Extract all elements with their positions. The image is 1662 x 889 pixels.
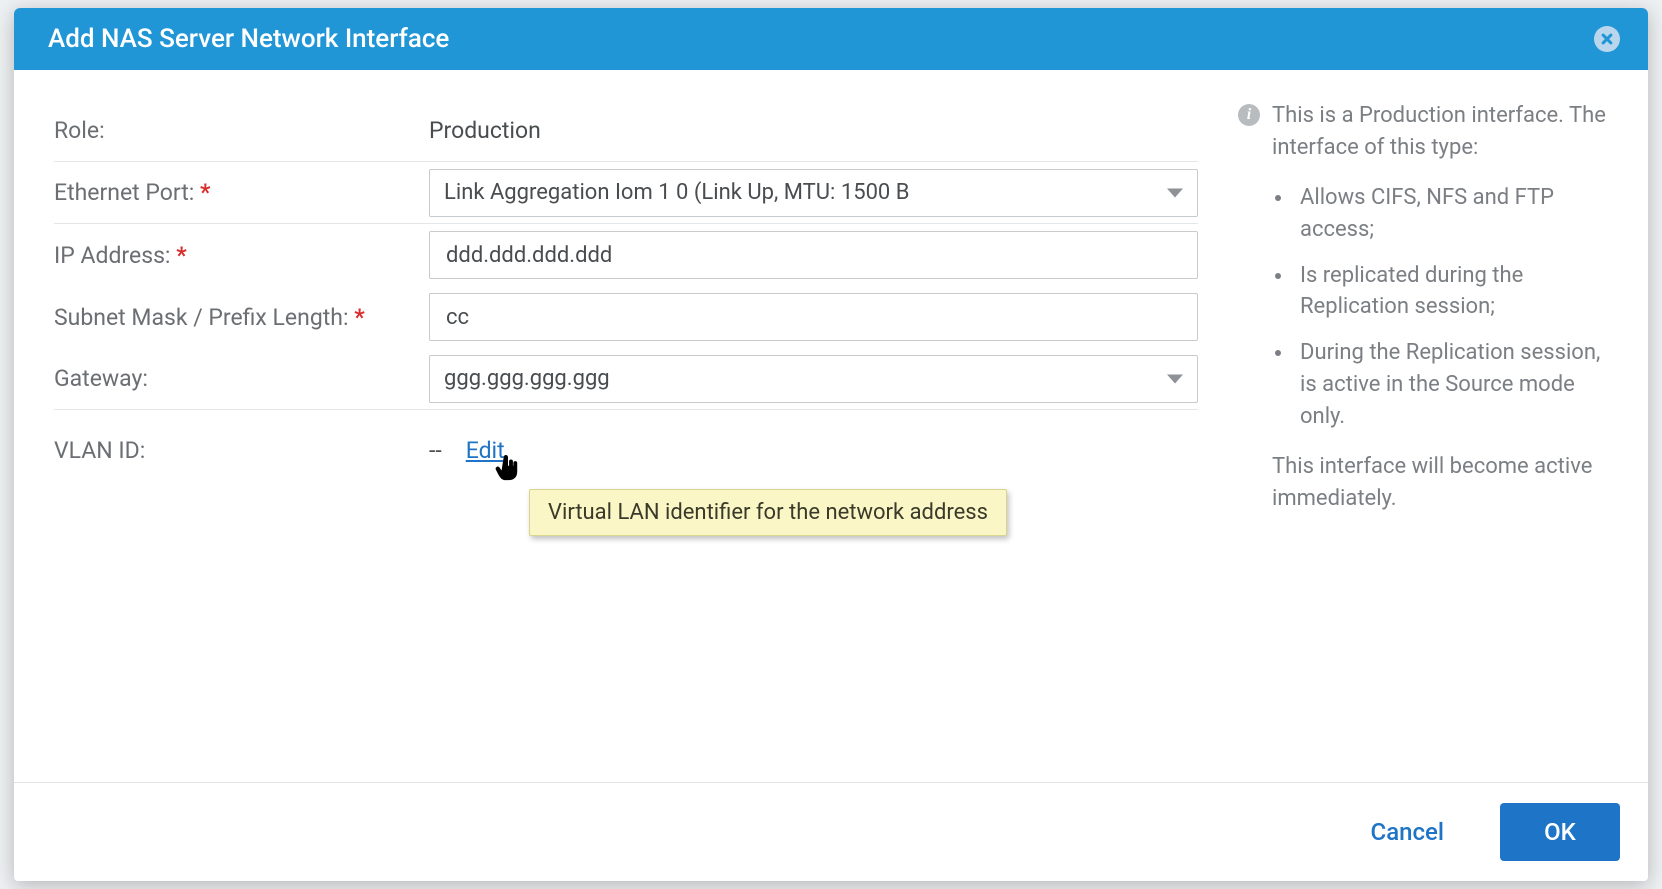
label-vlan: VLAN ID: xyxy=(54,437,429,464)
row-ethernet-port: Ethernet Port: * Link Aggregation Iom 1 … xyxy=(54,162,1198,224)
row-subnet: Subnet Mask / Prefix Length: * xyxy=(54,286,1198,348)
row-ip-address: IP Address: * xyxy=(54,224,1198,286)
row-gateway: Gateway: ggg.ggg.ggg.ggg xyxy=(54,348,1198,410)
row-role: Role: Production xyxy=(54,100,1198,162)
vlan-value: -- xyxy=(429,437,442,464)
label-ethernet-port: Ethernet Port: * xyxy=(54,179,429,206)
subnet-input[interactable] xyxy=(444,304,1183,331)
form-area: Role: Production Ethernet Port: * Link A… xyxy=(14,70,1238,782)
dialog-header: Add NAS Server Network Interface xyxy=(14,8,1648,70)
info-top: i This is a Production interface. The in… xyxy=(1238,100,1620,164)
label-subnet: Subnet Mask / Prefix Length: * xyxy=(54,304,429,331)
label-role: Role: xyxy=(54,117,429,144)
vlan-edit-link[interactable]: Edit xyxy=(466,437,505,464)
required-star: * xyxy=(200,179,210,206)
field-ip-address xyxy=(429,225,1198,285)
info-bullets: Allows CIFS, NFS and FTP access; Is repl… xyxy=(1238,182,1620,433)
dialog-footer: Cancel OK xyxy=(14,782,1648,881)
info-icon: i xyxy=(1238,104,1260,126)
field-vlan: -- Edit Virtual LAN identifier for the n… xyxy=(429,431,1198,470)
cancel-button[interactable]: Cancel xyxy=(1343,803,1472,861)
label-gateway: Gateway: xyxy=(54,365,429,392)
chevron-down-icon xyxy=(1167,374,1183,383)
dialog-add-nas-interface: Add NAS Server Network Interface Role: P… xyxy=(14,8,1648,881)
chevron-down-icon xyxy=(1167,188,1183,197)
info-bullet: Is replicated during the Replication ses… xyxy=(1294,260,1620,324)
info-bullet: Allows CIFS, NFS and FTP access; xyxy=(1294,182,1620,246)
subnet-input-wrap xyxy=(429,293,1198,341)
info-intro: This is a Production interface. The inte… xyxy=(1272,100,1620,164)
field-subnet xyxy=(429,287,1198,347)
ip-address-input-wrap xyxy=(429,231,1198,279)
required-star: * xyxy=(176,242,186,269)
required-star: * xyxy=(354,304,364,331)
close-icon[interactable] xyxy=(1594,26,1620,52)
dialog-body: Role: Production Ethernet Port: * Link A… xyxy=(14,70,1648,782)
info-panel: i This is a Production interface. The in… xyxy=(1238,70,1648,782)
value-role: Production xyxy=(429,111,1198,150)
label-ip-address: IP Address: * xyxy=(54,242,429,269)
dialog-title: Add NAS Server Network Interface xyxy=(48,24,449,54)
info-footer: This interface will become active immedi… xyxy=(1238,451,1620,515)
ethernet-port-select[interactable]: Link Aggregation Iom 1 0 (Link Up, MTU: … xyxy=(429,169,1198,217)
vlan-tooltip: Virtual LAN identifier for the network a… xyxy=(529,489,1007,536)
ok-button[interactable]: OK xyxy=(1500,803,1620,861)
field-gateway: ggg.ggg.ggg.ggg xyxy=(429,349,1198,409)
row-vlan: VLAN ID: -- Edit Virtual LAN identifier … xyxy=(54,410,1198,472)
gateway-select[interactable]: ggg.ggg.ggg.ggg xyxy=(429,355,1198,403)
field-ethernet-port: Link Aggregation Iom 1 0 (Link Up, MTU: … xyxy=(429,163,1198,223)
ip-address-input[interactable] xyxy=(444,242,1183,269)
info-bullet: During the Replication session, is activ… xyxy=(1294,337,1620,433)
